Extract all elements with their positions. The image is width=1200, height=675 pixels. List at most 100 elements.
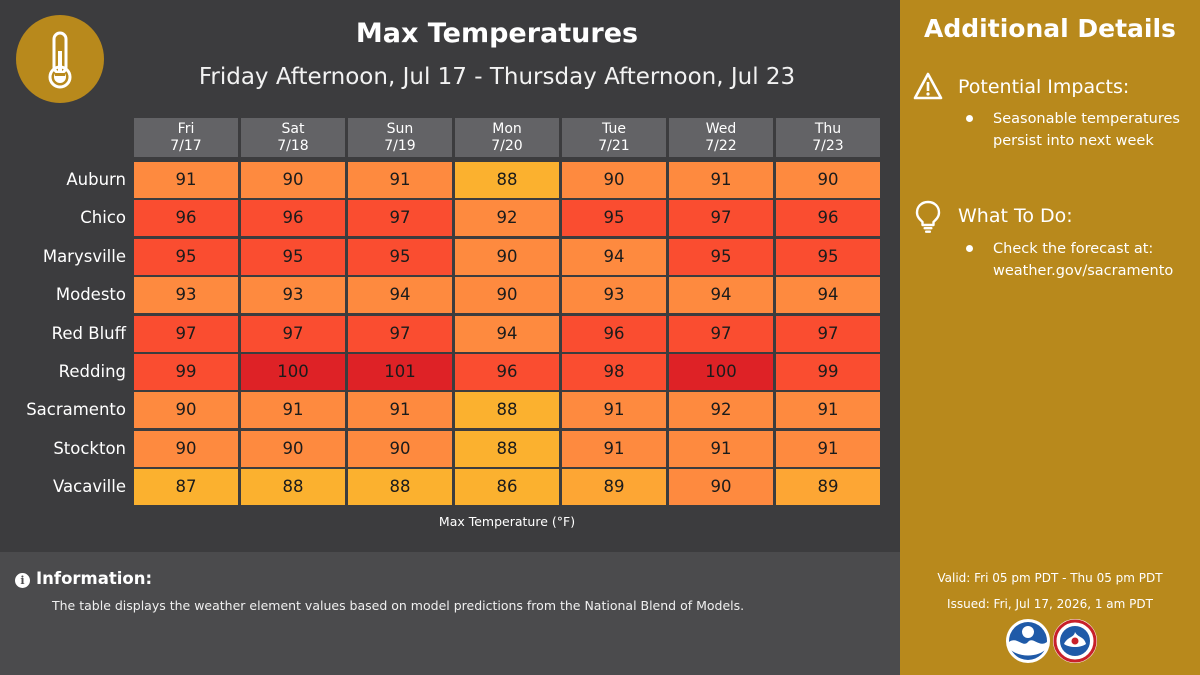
heatmap-cell: 96 (134, 200, 238, 237)
heatmap-cell: 91 (241, 392, 345, 429)
column-header: Tue 7/21 (562, 118, 666, 157)
heatmap-cell: 95 (776, 238, 880, 275)
heatmap-cell: 91 (562, 430, 666, 467)
heatmap-cell: 97 (134, 315, 238, 352)
info-text: The table displays the weather element v… (52, 598, 745, 613)
column-day-label: Sun (386, 121, 414, 137)
impacts-bullet (966, 115, 973, 122)
todo-bullet (966, 245, 973, 252)
heatmap-cell: 99 (776, 354, 880, 390)
heatmap-cell: 95 (348, 238, 452, 275)
heatmap-cell: 90 (455, 238, 559, 275)
heatmap-cell: 99 (134, 354, 238, 390)
heatmap-cell: 92 (455, 200, 559, 237)
column-day-label: Tue (602, 121, 626, 137)
heatmap-cell: 90 (348, 430, 452, 467)
noaa-logo (1006, 619, 1050, 663)
heatmap-cell: 97 (669, 315, 773, 352)
column-header: Thu 7/23 (776, 118, 880, 157)
todo-heading: What To Do: (958, 205, 1073, 227)
heatmap-cell: 90 (562, 162, 666, 198)
heatmap-cell: 91 (348, 392, 452, 429)
lightbulb-icon (915, 200, 941, 233)
column-date-label: 7/20 (491, 138, 523, 154)
page-title: Max Temperatures (355, 18, 639, 49)
temperature-table: Fri 7/17 Sat 7/18 Sun 7/19 Mon 7/20 Tue 7/21 Wed 7/… (26, 118, 880, 506)
heatmap-cell: 93 (134, 277, 238, 314)
heatmap-cell: 97 (348, 200, 452, 237)
nws-logo (1053, 619, 1097, 663)
heatmap-cell: 90 (455, 277, 559, 314)
heatmap-cell: 94 (776, 277, 880, 314)
heatmap-cell: 88 (455, 430, 559, 467)
heatmap-cell: 101 (348, 354, 452, 390)
heatmap-cell: 95 (669, 238, 773, 275)
column-header: Wed 7/22 (669, 118, 773, 157)
row-label: Auburn (66, 170, 126, 189)
column-date-label: 7/18 (277, 138, 309, 154)
heatmap-cell: 90 (134, 392, 238, 429)
column-date-label: 7/17 (170, 138, 202, 154)
column-day-label: Fri (177, 121, 195, 137)
heatmap-cell: 95 (134, 238, 238, 275)
heatmap-cell: 96 (562, 315, 666, 352)
heatmap-cell: 91 (669, 430, 773, 467)
heatmap-cell: 89 (562, 469, 666, 506)
information-panel (0, 552, 900, 675)
heatmap-cell: 97 (348, 315, 452, 352)
heatmap-cell: 88 (455, 162, 559, 198)
heatmap-cell: 96 (455, 354, 559, 390)
heatmap-cell: 100 (241, 354, 345, 390)
heatmap-cell: 100 (669, 354, 773, 390)
row-label: Marysville (42, 246, 126, 266)
heatmap-cell: 94 (455, 315, 559, 352)
row-label: Stockton (53, 438, 126, 458)
impacts-heading: Potential Impacts: (958, 76, 1130, 98)
heatmap-cell: 91 (776, 430, 880, 467)
column-day-label: Sat (281, 121, 305, 137)
heatmap-cell: 94 (562, 238, 666, 275)
heatmap-cell: 91 (562, 392, 666, 429)
impacts-text: Seasonable temperatures persist into nex… (993, 111, 1180, 149)
column-date-label: 7/23 (812, 138, 844, 154)
heatmap-cell: 89 (776, 469, 880, 506)
column-date-label: 7/22 (705, 138, 737, 154)
heatmap-cell: 98 (562, 354, 666, 390)
heatmap-cell: 90 (134, 430, 238, 467)
heatmap-cell: 97 (241, 315, 345, 352)
x-axis-label: Max Temperature (°F) (438, 514, 576, 529)
row-label: Redding (58, 362, 126, 381)
heatmap-cell: 91 (134, 162, 238, 198)
column-header: Sat 7/18 (241, 118, 345, 157)
valid-time: Valid: Fri 05 pm PDT - Thu 05 pm PDT (937, 571, 1163, 585)
info-icon: i (15, 573, 30, 588)
heatmap-cell: 95 (241, 238, 345, 275)
heatmap-cell: 88 (455, 392, 559, 429)
heatmap-cell: 93 (241, 277, 345, 314)
heatmap-cell: 86 (455, 469, 559, 506)
heatmap-cell: 97 (776, 315, 880, 352)
heatmap-cell: 94 (669, 277, 773, 314)
heatmap-cell: 95 (562, 200, 666, 237)
heatmap-cell: 91 (776, 392, 880, 429)
column-header: Fri 7/17 (134, 118, 238, 157)
sidebar-title: Additional Details (924, 14, 1176, 43)
thermometer-icon (16, 15, 104, 103)
page-subtitle: Friday Afternoon, Jul 17 - Thursday Afte… (198, 64, 796, 90)
issued-time: Issued: Fri, Jul 17, 2026, 1 am PDT (947, 597, 1153, 611)
column-header: Sun 7/19 (348, 118, 452, 157)
row-label: Chico (80, 208, 126, 228)
heatmap-cell: 90 (669, 469, 773, 506)
column-day-label: Thu (814, 121, 842, 137)
todo-text: Check the forecast at: weather.gov/sacra… (993, 241, 1174, 279)
sidebar-panel (900, 0, 1200, 675)
heatmap-cell: 87 (134, 469, 238, 506)
heatmap-cell: 94 (348, 277, 452, 314)
heatmap-cell: 90 (241, 162, 345, 198)
heatmap-cell: 93 (562, 277, 666, 314)
row-label: Red Bluff (51, 323, 126, 343)
warning-icon (913, 72, 943, 100)
row-label: Sacramento (26, 400, 126, 420)
column-date-label: 7/19 (384, 138, 416, 154)
heatmap-cell: 90 (241, 430, 345, 467)
